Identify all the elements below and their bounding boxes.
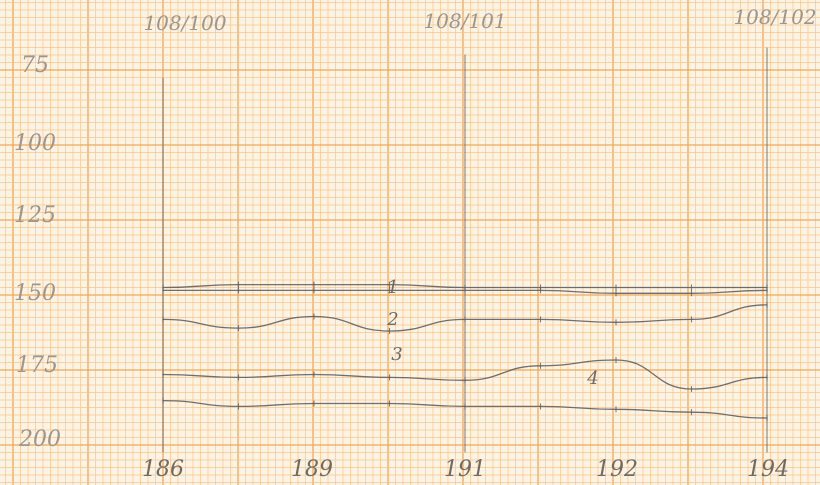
plot-area — [162, 281, 768, 421]
x-tick-label-194: 194 — [747, 457, 789, 482]
series-number-4: 4 — [586, 368, 598, 389]
series-number-1: 1 — [387, 277, 398, 298]
top-label-3: 108/102 — [733, 5, 816, 29]
x-tick-label-192: 192 — [596, 457, 638, 482]
top-label-2: 108/101 — [423, 9, 506, 33]
y-tick-label-150: 150 — [14, 281, 56, 306]
axis-labels: 108/100 108/101 108/102 75 100 125 150 175 200 18… — [14, 5, 817, 482]
x-tick-label-189: 189 — [291, 457, 333, 482]
y-tick-label-100: 100 — [14, 131, 56, 156]
x-tick-label-186: 186 — [142, 457, 184, 482]
y-tick-label-125: 125 — [14, 203, 56, 228]
x-tick-label-191: 191 — [444, 457, 486, 482]
top-label-1: 108/100 — [143, 11, 226, 35]
series-line-4 — [162, 359, 768, 390]
y-tick-label-175: 175 — [16, 353, 58, 378]
y-tick-label-200: 200 — [18, 427, 61, 452]
series-line-3 — [162, 304, 768, 332]
chart-frame — [162, 47, 768, 453]
y-tick-label-75: 75 — [21, 53, 49, 78]
series-number-3: 3 — [391, 344, 402, 365]
series-number-2: 2 — [386, 309, 398, 330]
